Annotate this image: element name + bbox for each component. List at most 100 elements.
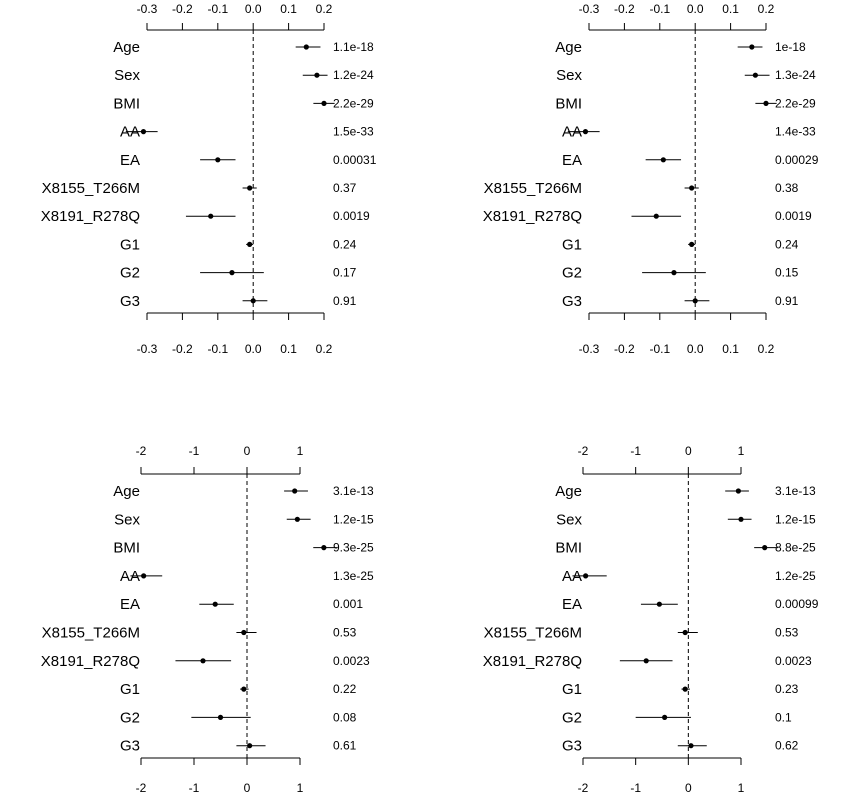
p-value-label: 1.4e-33: [775, 125, 816, 139]
bottom-tick-label: 0.1: [280, 342, 297, 356]
estimate-point: [217, 714, 224, 721]
bottom-tick-label: -0.2: [614, 342, 635, 356]
top-tick-label: -0.3: [579, 2, 600, 16]
row-label: EA: [562, 596, 582, 613]
estimate-point: [247, 241, 253, 247]
p-value-label: 2.2e-29: [333, 96, 374, 110]
estimate-point: [321, 545, 327, 551]
p-value-label: 0.53: [333, 626, 357, 640]
estimate-point: [303, 44, 309, 50]
row-label: BMI: [555, 540, 582, 557]
bottom-tick-label: -0.2: [172, 342, 193, 356]
estimate-point: [671, 270, 677, 276]
estimate-point: [688, 743, 694, 749]
top-tick-label: 1: [738, 444, 745, 458]
top-tick-label: -2: [578, 444, 589, 458]
top-tick-label: 0.2: [316, 2, 333, 16]
p-value-label: 1.2e-15: [775, 512, 816, 526]
bottom-tick-label: 0.0: [245, 342, 262, 356]
estimate-point: [200, 658, 206, 664]
row-label: Sex: [114, 67, 140, 84]
p-value-label: 1.3e-24: [775, 68, 816, 82]
p-value-label: 0.17: [333, 266, 357, 280]
p-value-label: 0.23: [775, 682, 799, 696]
row-label: Sex: [556, 67, 582, 84]
p-value-label: 0.0023: [775, 654, 812, 668]
top-tick-label: -2: [136, 444, 147, 458]
p-value-label: 0.37: [333, 181, 357, 195]
bottom-tick-label: -2: [136, 781, 147, 795]
top-tick-label: 0.1: [280, 2, 297, 16]
p-value-label: 1.3e-25: [333, 569, 374, 583]
p-value-label: 0.0023: [333, 654, 370, 668]
row-label: BMI: [113, 95, 140, 112]
row-label: G2: [120, 709, 140, 726]
estimate-point: [141, 573, 147, 579]
p-value-label: 8.8e-25: [775, 541, 816, 555]
top-tick-label: -0.1: [649, 2, 670, 16]
row-label: G3: [120, 738, 140, 755]
row-label: G1: [120, 236, 140, 253]
estimate-point: [763, 100, 769, 106]
p-value-label: 1.5e-33: [333, 125, 374, 139]
bottom-tick-label: -1: [630, 781, 641, 795]
forest-panel-1: -0.3 -0.3 -0.2 -0.2 -0.1 -0.1 0.0 0.0 0.1 0.1 0.2 0…: [41, 2, 377, 356]
p-value-label: 0.00099: [775, 597, 819, 611]
p-value-label: 0.0019: [333, 209, 370, 223]
estimate-point: [643, 658, 649, 664]
estimate-point: [314, 72, 320, 78]
row-label: X8191_R278Q: [41, 653, 140, 670]
row-label: G3: [562, 293, 582, 310]
estimate-point: [692, 298, 698, 304]
row-label: G3: [562, 738, 582, 755]
top-tick-label: -0.2: [172, 2, 193, 16]
row-label: G2: [120, 265, 140, 282]
estimate-point: [241, 629, 247, 636]
p-value-label: 0.00031: [333, 153, 377, 167]
p-value-label: 1.2e-15: [333, 512, 374, 526]
estimate-point: [662, 714, 668, 721]
row-label: G1: [120, 681, 140, 698]
row-label: G2: [562, 709, 582, 726]
estimate-point: [682, 629, 688, 636]
p-value-label: 0.38: [775, 181, 799, 195]
top-tick-label: -0.2: [614, 2, 635, 16]
row-label: X8191_R278Q: [41, 208, 140, 225]
top-tick-label: 1: [297, 444, 304, 458]
p-value-label: 0.0019: [775, 209, 812, 223]
row-label: Sex: [114, 511, 140, 528]
bottom-tick-label: -0.1: [649, 342, 670, 356]
p-value-label: 0.001: [333, 597, 363, 611]
row-label: AA: [562, 568, 582, 585]
row-label: G1: [562, 681, 582, 698]
bottom-tick-label: -0.1: [207, 342, 228, 356]
forest-panel-3: -2 -2 -1 -1 0 0 1 1 Age 3.1e-13 Sex 1.2e-15 BMI 9.3e-…: [41, 444, 374, 795]
estimate-point: [241, 686, 247, 692]
p-value-label: 0.08: [333, 710, 357, 724]
top-tick-label: 0.0: [687, 2, 704, 16]
top-tick-label: -1: [189, 444, 200, 458]
bottom-tick-label: 0.1: [722, 342, 739, 356]
estimate-point: [229, 270, 235, 276]
estimate-point: [212, 601, 218, 607]
p-value-label: 0.1: [775, 710, 792, 724]
forest-panel-2: -0.3 -0.3 -0.2 -0.2 -0.1 -0.1 0.0 0.0 0.1 0.1 0.2 0…: [483, 2, 819, 356]
p-value-label: 1e-18: [775, 40, 806, 54]
p-value-label: 0.53: [775, 626, 799, 640]
p-value-label: 0.91: [333, 294, 357, 308]
row-label: BMI: [113, 540, 140, 557]
top-tick-label: 0.1: [722, 2, 739, 16]
row-label: G1: [562, 236, 582, 253]
estimate-point: [140, 129, 147, 135]
p-value-label: 0.00029: [775, 153, 819, 167]
estimate-point: [738, 516, 744, 522]
p-value-label: 3.1e-13: [333, 484, 374, 498]
estimate-point: [208, 213, 214, 219]
p-value-label: 0.15: [775, 266, 799, 280]
p-value-label: 0.61: [333, 739, 357, 753]
row-label: X8155_T266M: [42, 625, 140, 642]
estimate-point: [689, 185, 695, 191]
estimate-point: [321, 100, 327, 106]
p-value-label: 1.2e-25: [775, 569, 816, 583]
row-label: X8155_T266M: [484, 180, 582, 197]
